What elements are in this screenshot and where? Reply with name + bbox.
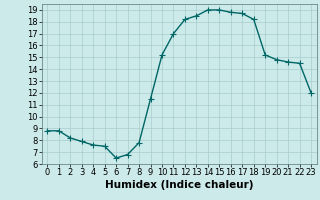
X-axis label: Humidex (Indice chaleur): Humidex (Indice chaleur) [105,180,253,190]
